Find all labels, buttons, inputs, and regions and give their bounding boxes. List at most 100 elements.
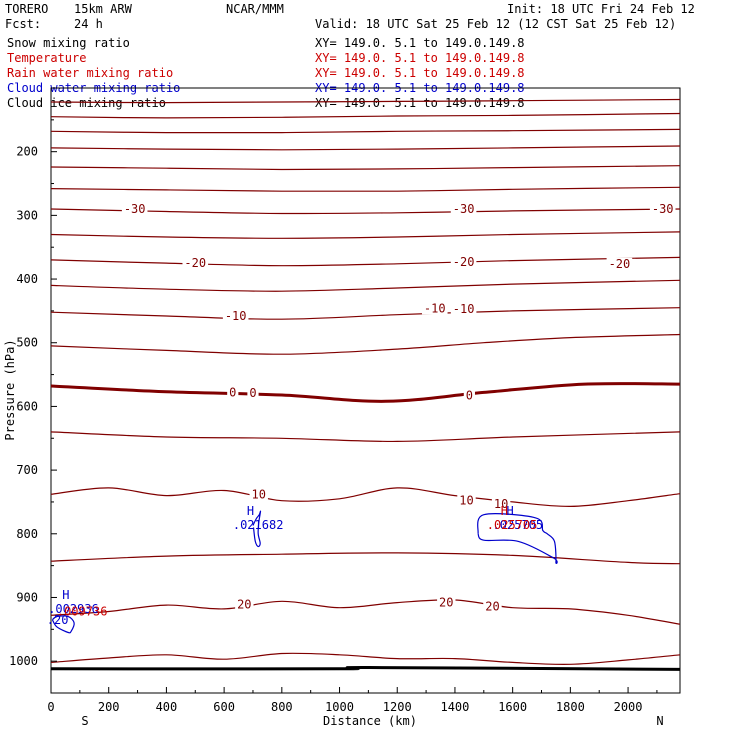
legend-snow-xy: XY= 149.0. 5.1 to 149.0.149.8 (315, 36, 525, 50)
contour-label-background (649, 203, 676, 215)
forecast-label: Fcst: (5, 17, 41, 31)
temperature-contour-line (50, 112, 681, 119)
temperature-contour-label: -20 (609, 257, 631, 271)
temperature-contour-label: 20 (237, 597, 251, 611)
init-time: Init: 18 UTC Fri 24 Feb 12 (507, 2, 695, 16)
contour-label-background (182, 257, 209, 270)
legend-cloud-ice: Cloud ice mixing ratio (7, 96, 166, 110)
y-tick-label: 700 (16, 463, 38, 477)
temperature-contour-label: -30 (652, 202, 674, 216)
legend-snow: Snow mixing ratio (7, 36, 130, 50)
temperature-contour-line (50, 279, 681, 292)
temperature-contour-label: 0 (249, 386, 256, 400)
max-marker-value: .025705 (493, 518, 544, 532)
temperature-contour-label: -20 (184, 256, 206, 270)
temperature-contour-line (50, 128, 681, 134)
y-tick-label: 800 (16, 527, 38, 541)
max-value-markers: H.021682H.025705H.025705H.002936.20.0097… (47, 504, 543, 627)
cloud-water-contours (51, 510, 558, 634)
y-tick-label: 200 (16, 145, 38, 159)
south-end-label: S (81, 714, 88, 728)
contour-label-background (421, 302, 448, 315)
contour-label-background (457, 494, 476, 507)
surface-line-group (50, 665, 681, 671)
contour-label-background (483, 600, 502, 613)
x-tick-label: 800 (271, 700, 293, 714)
center-label: NCAR/MMM (226, 2, 284, 16)
temperature-contour-line (50, 382, 681, 403)
contour-label-background (463, 389, 475, 402)
x-tick-label: 1000 (325, 700, 354, 714)
legend-cloud-ice-xy: XY= 149.0. 5.1 to 149.0.149.8 (315, 96, 525, 110)
temperature-contour-label: 10 (459, 494, 473, 508)
max-marker-symbol: H (62, 588, 69, 602)
y-axis-title: Pressure (hPa) (3, 339, 17, 440)
max-marker-value: .025705 (487, 518, 538, 532)
y-tick-label: 500 (16, 336, 38, 350)
temperature-contour-line (50, 307, 681, 320)
temperature-contour-label: 20 (485, 599, 499, 613)
contour-label-background (227, 386, 239, 399)
field-legend: Snow mixing ratio Temperature XY= 149.0.… (7, 36, 525, 110)
x-tick-label: 1800 (556, 700, 585, 714)
x-tick-label: 2000 (614, 700, 643, 714)
cloud-water-contour-line (252, 510, 262, 548)
temperature-contour-line (50, 231, 681, 239)
temperature-contour-line (50, 208, 681, 215)
max-marker-symbol: H (507, 504, 514, 518)
legend-temperature: Temperature (7, 51, 86, 65)
temperature-contour-label: -30 (124, 202, 146, 216)
temperature-contour-label: -30 (453, 202, 475, 216)
temperature-contour-label: 20 (439, 596, 453, 610)
y-tick-label: 900 (16, 590, 38, 604)
axis-ticks: 0 200 400 600 800 1000 1200 1400 1600 1800 2000200… (9, 119, 658, 714)
temperature-contour-line (50, 165, 681, 171)
forecast-value: 24 h (74, 17, 103, 31)
x-tick-label: 600 (213, 700, 235, 714)
legend-rain: Rain water mixing ratio (7, 66, 173, 80)
temperature-contour-label: 0 (466, 389, 473, 403)
y-tick-label: 300 (16, 208, 38, 222)
temperature-contour-line (50, 431, 681, 443)
valid-time: Valid: 18 UTC Sat 25 Feb 12 (12 CST Sat … (315, 17, 676, 31)
surface-line (50, 665, 681, 671)
north-end-label: N (656, 714, 663, 728)
plot-frame (50, 87, 681, 694)
temperature-contours (50, 98, 681, 666)
cloud-water-contour-line (51, 615, 75, 634)
cloud-water-contour-line (477, 513, 558, 564)
temperature-contour-label: 0 (229, 385, 236, 399)
y-tick-label: 600 (16, 399, 38, 413)
contour-label-background (222, 309, 249, 322)
temperature-contour-label: 10 (494, 497, 508, 511)
contour-label-background (437, 596, 456, 609)
temperature-contour-line (50, 145, 681, 151)
contour-label-background (247, 387, 259, 400)
temperature-contour-label: -10 (424, 301, 446, 315)
contour-label-background (249, 488, 268, 501)
max-marker-symbol: H (247, 504, 254, 518)
contour-label-background (450, 255, 477, 268)
temperature-contour-line (50, 186, 681, 192)
temperature-contour-line (50, 256, 681, 267)
max-marker-value: .002936 (48, 602, 99, 616)
contour-label-background (450, 302, 477, 315)
temperature-contour-line (50, 552, 681, 565)
max-marker-value: .009736 (57, 604, 108, 618)
y-tick-label: 400 (16, 272, 38, 286)
y-tick-label: 1000 (9, 654, 38, 668)
max-marker-symbol: H (501, 504, 508, 518)
temperature-contour-label: 10 (252, 487, 266, 501)
x-tick-label: 400 (156, 700, 178, 714)
x-tick-label: 1200 (383, 700, 412, 714)
temperature-contour-label: -20 (453, 255, 475, 269)
temperature-contour-line (50, 487, 681, 508)
contour-label-background (491, 497, 511, 510)
temperature-contour-line (50, 652, 681, 666)
x-tick-label: 1400 (440, 700, 469, 714)
contour-label-background (235, 598, 254, 611)
max-marker-value: .021682 (233, 518, 284, 532)
contour-label-background (450, 203, 477, 215)
